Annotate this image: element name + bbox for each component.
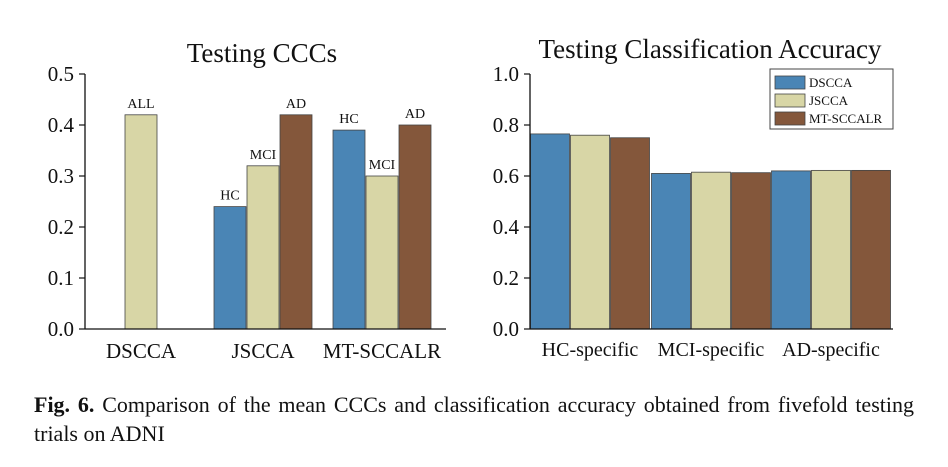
y-tick-label: 0.4	[493, 215, 520, 239]
y-tick-label: 0.3	[48, 164, 74, 188]
bar-mt-sccalr-hc-specific	[610, 137, 650, 330]
legend-swatch-dscca	[774, 75, 806, 90]
bar-mt-sccalr-mci-specific	[731, 172, 771, 330]
x-category-label: MCI-specific	[658, 339, 765, 361]
bar-mt-sccalr-ad-specific	[851, 169, 891, 330]
legend-swatch-jscca	[774, 93, 806, 108]
caption-text: Comparison of the mean CCCs and classifi…	[34, 392, 914, 446]
x-category-label: DSCCA	[106, 339, 177, 363]
bar-jscca-mci-specific	[691, 171, 731, 330]
x-category-label: MT-SCCALR	[323, 339, 441, 363]
bar-mt-sccalr-mci	[365, 175, 399, 330]
figure-caption: Fig. 6. Comparison of the mean CCCs and …	[34, 390, 914, 448]
caption-label: Fig. 6.	[34, 392, 95, 417]
x-category-label: HC-specific	[542, 339, 639, 361]
bar-data-label: ALL	[127, 97, 154, 112]
bar-dscca-mci-specific	[651, 173, 691, 330]
bar-data-label: MCI	[369, 158, 396, 173]
legend-label: DSCCA	[809, 75, 853, 90]
bar-jscca-mci	[246, 165, 280, 330]
legend: DSCCA JSCCA MT-SCCALR	[769, 68, 894, 130]
bar-jscca-ad	[279, 114, 313, 330]
bar-jscca-hc-specific	[570, 134, 610, 330]
figure-canvas: Testing CCCs 0.0 0.1 0.2 0.3 0.4 0.5 ALL HC MCI…	[48, 34, 894, 363]
y-tick-label: 0.2	[48, 215, 74, 239]
bar-dscca-hc-specific	[530, 133, 570, 330]
bar-data-label: HC	[220, 189, 239, 204]
y-tick-label: 0.0	[493, 317, 519, 341]
bar-data-label: AD	[286, 97, 306, 112]
bar-data-label: MCI	[250, 148, 277, 163]
y-tick-label: 0.6	[493, 164, 519, 188]
chart-testing-classification-accuracy: Testing Classification Accuracy 0.0 0.2 0.…	[493, 34, 894, 361]
y-tick-label: 1.0	[493, 62, 519, 86]
legend-swatch-mt-sccalr	[774, 111, 806, 126]
bar-mt-sccalr-ad	[398, 124, 432, 330]
y-tick-label: 0.0	[48, 317, 74, 341]
bar-data-label: HC	[339, 112, 358, 127]
chart-title: Testing CCCs	[187, 38, 337, 68]
y-tick-label: 0.8	[493, 113, 519, 137]
chart-testing-cccs: Testing CCCs 0.0 0.1 0.2 0.3 0.4 0.5 ALL HC MCI…	[48, 38, 446, 363]
bar-jscca-hc	[213, 206, 247, 330]
bar-mt-sccalr-hc	[332, 129, 366, 330]
y-tick-label: 0.2	[493, 266, 519, 290]
chart-title: Testing Classification Accuracy	[538, 34, 882, 64]
x-category-label: JSCCA	[231, 339, 295, 363]
bar-data-label: AD	[405, 107, 425, 122]
y-tick-label: 0.1	[48, 266, 74, 290]
x-category-label: AD-specific	[782, 339, 880, 361]
bar-jscca-ad-specific	[811, 169, 851, 330]
bar-dscca-ad-specific	[771, 170, 811, 330]
y-tick-label: 0.5	[48, 62, 74, 86]
bar-dscca-all	[124, 114, 158, 330]
legend-label: MT-SCCALR	[809, 111, 883, 126]
legend-label: JSCCA	[809, 93, 849, 108]
y-tick-label: 0.4	[48, 113, 75, 137]
